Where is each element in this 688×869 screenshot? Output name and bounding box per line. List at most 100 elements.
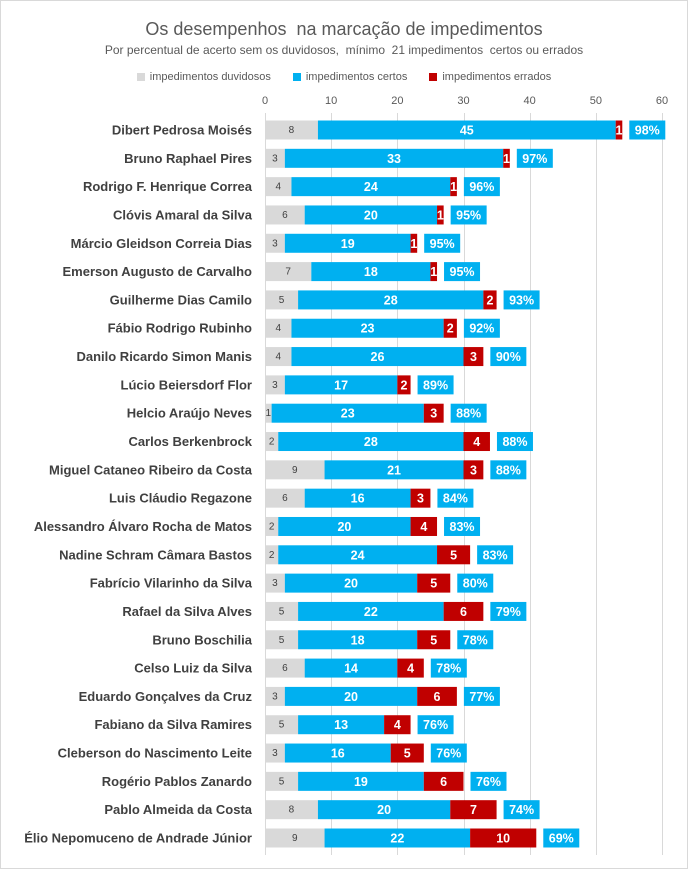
legend-swatch-certos (292, 73, 301, 81)
accuracy-label: 93% (509, 293, 534, 307)
accuracy-label: 76% (436, 747, 461, 761)
chart-title: Os desempenhos na marcação de impediment… (145, 19, 543, 39)
bar-row: Rafael da Silva Alves 5 22 6 79% (122, 601, 527, 621)
bar-segment-duvidosos (265, 318, 292, 338)
bar-segment-errados (423, 771, 464, 791)
legend-item-certos: impedimentos certos (292, 70, 407, 84)
accuracy-label: 83% (450, 520, 475, 534)
bar-value-label: 4 (275, 323, 281, 334)
bar-row: Danilo Ricardo Simon Manis 4 26 3 90% (76, 347, 527, 367)
legend-item-duvidosos: impedimentos duvidosos (136, 70, 271, 84)
x-tick-label: 60 (656, 95, 668, 107)
bar-value-label: 22 (390, 832, 404, 846)
bar-segment-certos (291, 318, 444, 338)
bar-row: Clóvis Amaral da Silva 6 20 1 95% (113, 205, 487, 225)
bar-segment-duvidosos (265, 403, 272, 423)
bar-value-label: 5 (279, 295, 285, 306)
category-label: Rogério Pablos Zanardo (102, 774, 252, 789)
bar-value-label: 21 (387, 463, 401, 477)
accuracy-badge (516, 148, 553, 168)
bar-segment-errados (417, 686, 457, 706)
bar-value-label: 45 (460, 124, 474, 138)
bar-value-label: 1 (450, 180, 457, 194)
bar-segment-certos (278, 516, 411, 536)
category-label: Clóvis Amaral da Silva (113, 207, 253, 222)
legend-item-errados: impedimentos errados (429, 70, 551, 84)
bar-value-label: 6 (460, 605, 467, 619)
bar-segment-duvidosos (265, 573, 285, 593)
category-label: Bruno Raphael Pires (124, 151, 252, 166)
bar-segment-errados (437, 205, 444, 225)
bar-value-label: 8 (289, 805, 295, 816)
category-label: Miguel Cataneo Ribeiro da Costa (49, 462, 253, 477)
bar-segment-certos (291, 177, 451, 197)
bar-segment-errados (450, 800, 497, 820)
bar-value-label: 2 (269, 550, 275, 561)
bar-segment-certos (324, 460, 464, 480)
bar-segment-duvidosos (265, 545, 279, 565)
category-label: Nadine Schram Câmara Bastos (59, 547, 252, 562)
bar-value-label: 2 (486, 293, 493, 307)
bar-segment-certos (317, 120, 616, 140)
accuracy-badge (417, 375, 454, 395)
bar-segment-errados (463, 347, 484, 367)
category-label: Emerson Augusto de Carvalho (63, 264, 253, 279)
bar-value-label: 6 (282, 493, 288, 504)
bar-value-label: 1 (410, 237, 417, 251)
bar-value-label: 28 (384, 293, 398, 307)
bar-value-label: 16 (331, 747, 345, 761)
bar-segment-certos (278, 545, 438, 565)
bar-value-label: 4 (275, 182, 281, 193)
bar-segment-duvidosos (265, 148, 285, 168)
bar-segment-certos (284, 743, 391, 763)
bar-value-label: 9 (292, 465, 298, 476)
bar-row: Fabrício Vilarinho da Silva 3 20 5 80% (90, 573, 494, 593)
bar-row: Bruno Boschilia 5 18 5 78% (152, 630, 494, 650)
bar-value-label: 6 (440, 775, 447, 789)
accuracy-label: 90% (496, 350, 521, 364)
bar-row: Bruno Raphael Pires 3 33 1 97% (124, 148, 553, 168)
bar-segment-errados (410, 516, 438, 536)
bar-value-label: 24 (364, 180, 378, 194)
category-label: Pablo Almeida da Costa (104, 802, 252, 817)
accuracy-badge (543, 828, 580, 848)
accuracy-label: 88% (456, 407, 481, 421)
accuracy-badge (490, 460, 527, 480)
bar-segment-duvidosos (265, 828, 325, 848)
accuracy-label: 79% (496, 605, 521, 619)
x-tick-label: 20 (391, 95, 403, 107)
bar-segment-duvidosos (265, 771, 299, 791)
bar-segment-errados (430, 262, 438, 282)
bar-row: Carlos Berkenbrock 2 28 4 88% (128, 432, 533, 452)
category-label: Élio Nepomuceno de Andrade Júnior (24, 831, 252, 846)
x-tick-label: 40 (524, 95, 536, 107)
bar-value-label: 1 (503, 152, 510, 166)
bar-value-label: 4 (473, 435, 480, 449)
bar-segment-duvidosos (265, 658, 305, 678)
bar-value-label: 26 (371, 350, 385, 364)
accuracy-badge (490, 601, 527, 621)
category-label: Guilherme Dias Camilo (110, 292, 252, 307)
bar-value-label: 2 (400, 378, 407, 392)
bar-value-label: 10 (496, 832, 510, 846)
bar-row: Lúcio Beiersdorf Flor 3 17 2 89% (121, 375, 454, 395)
bar-value-label: 5 (279, 720, 285, 731)
bar-segment-errados (470, 828, 537, 848)
bar-value-label: 3 (470, 463, 477, 477)
accuracy-badge (424, 233, 461, 253)
bar-segment-certos (278, 432, 464, 452)
bar-segment-duvidosos (265, 686, 285, 706)
bar-segment-certos (298, 715, 385, 735)
bar-value-label: 3 (272, 691, 278, 702)
bar-value-label: 1 (430, 265, 437, 279)
accuracy-badge (463, 177, 500, 197)
bar-segment-certos (298, 290, 484, 310)
bar-row: Márcio Gleidson Correia Dias 3 19 1 95% (71, 233, 461, 253)
accuracy-label: 88% (502, 435, 527, 449)
bar-segment-errados (463, 432, 490, 452)
bar-value-label: 3 (272, 578, 278, 589)
accuracy-badge (503, 800, 540, 820)
bar-row: Eduardo Gonçalves da Cruz 3 20 6 77% (79, 686, 500, 706)
bar-value-label: 20 (344, 577, 358, 591)
